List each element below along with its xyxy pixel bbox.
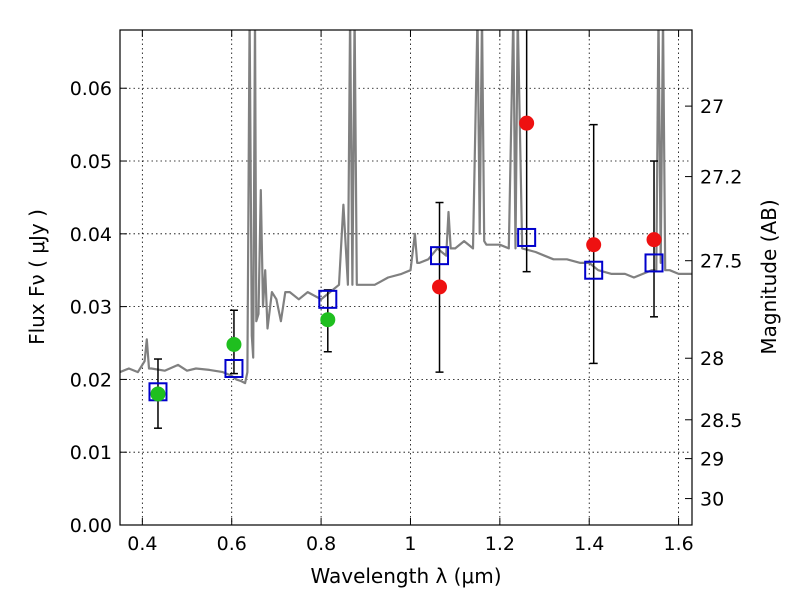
- model-point: [644, 253, 664, 273]
- model-point: [584, 260, 604, 280]
- observed-point-optical: [150, 386, 166, 402]
- x-tick-label: 0.4: [127, 533, 157, 555]
- y-tick-label: 0.03: [70, 297, 112, 319]
- right-tick-label: 27.2: [700, 167, 742, 189]
- model-point: [318, 289, 338, 309]
- y-tick-label: 0.02: [70, 369, 112, 391]
- model-point: [517, 227, 537, 247]
- right-tick-label: 27: [700, 96, 724, 118]
- observed-points-layer: [150, 115, 662, 402]
- right-tick-label: 30: [700, 489, 724, 511]
- x-tick-label: 1: [404, 533, 416, 555]
- template-spectrum-layer: [120, 30, 692, 385]
- observed-point-optical: [320, 312, 336, 328]
- right-tick-label: 27.5: [700, 251, 742, 273]
- right-axis-title: Magnitude (AB): [757, 199, 781, 354]
- y-tick-label: 0.05: [70, 151, 112, 173]
- template-spectrum-line: [120, 30, 692, 385]
- x-tick-label: 0.8: [306, 533, 336, 555]
- y-tick-label: 0.06: [70, 78, 112, 100]
- observed-point-optical: [226, 336, 242, 352]
- model-point: [430, 246, 450, 266]
- right-tick-label: 29: [700, 449, 724, 471]
- axis-ticks: 0.4 0.6 0.8 1 1.2 1.4 1.6 0.00 0.01 0.02 0.03 0.04 0…: [70, 30, 742, 555]
- x-axis-title: Wavelength λ (μm): [310, 564, 501, 588]
- grid-lines: [120, 30, 692, 526]
- x-tick-label: 1.4: [574, 533, 604, 555]
- right-tick-label: 28.5: [700, 410, 742, 432]
- observed-point-infrared: [519, 115, 535, 131]
- plot-background: [120, 30, 692, 525]
- y-axis-title: Flux Fν ( μJy ): [25, 209, 49, 345]
- plot-frame: [119, 29, 693, 526]
- model-point: [224, 358, 244, 378]
- x-tick-label: 1.6: [663, 533, 693, 555]
- y-tick-label: 0.00: [70, 515, 112, 537]
- x-tick-label: 0.6: [217, 533, 247, 555]
- right-tick-label: 28: [700, 348, 724, 370]
- observed-point-infrared: [586, 237, 602, 253]
- observed-point-infrared: [646, 232, 662, 248]
- y-tick-label: 0.01: [70, 442, 112, 464]
- y-tick-label: 0.04: [70, 224, 112, 246]
- x-tick-label: 1.2: [485, 533, 515, 555]
- observed-point-infrared: [432, 279, 448, 295]
- model-points-layer: [148, 227, 664, 402]
